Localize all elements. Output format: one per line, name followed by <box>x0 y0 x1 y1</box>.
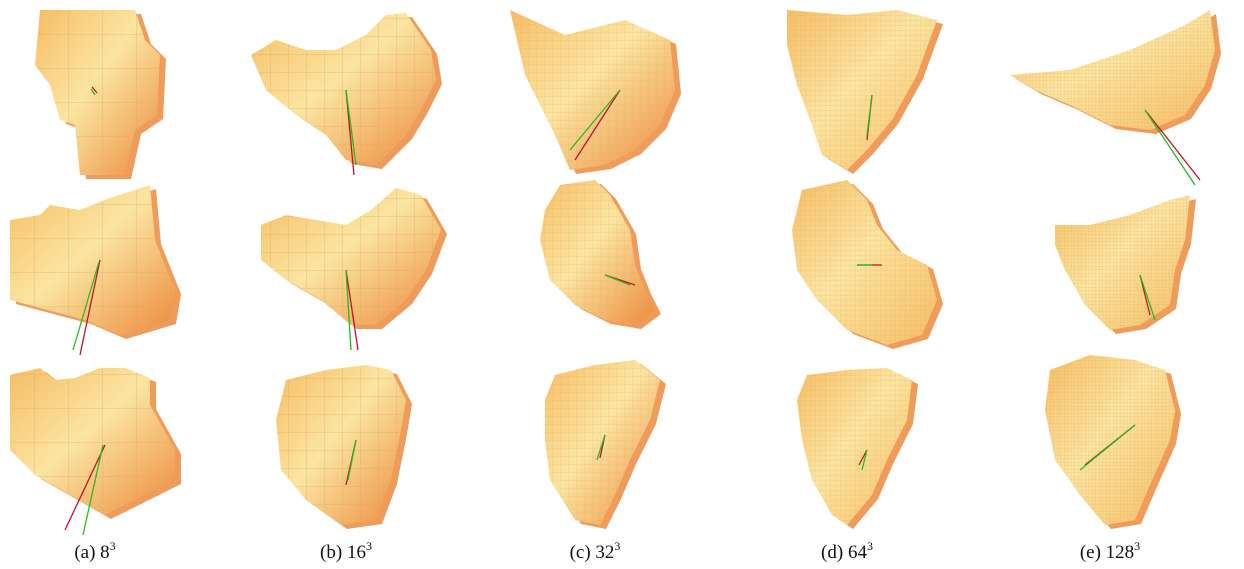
red-vector <box>64 444 106 531</box>
caption-a: (a) 83 <box>74 539 116 563</box>
panel-grid <box>10 10 1221 536</box>
voxel-panel-128-row-2 <box>1055 195 1196 334</box>
red-vector <box>91 86 98 94</box>
voxel-panel-16-row-3 <box>276 365 412 529</box>
caption-e: (e) 1283 <box>1079 539 1141 563</box>
voxel-panel-64-row-3 <box>797 368 918 529</box>
voxel-panel-8-row-2 <box>10 185 181 356</box>
red-vector <box>574 89 621 161</box>
green-vector <box>345 269 352 351</box>
green-vector <box>1144 109 1196 186</box>
green-vector <box>1079 424 1136 471</box>
voxel-panel-32-row-3 <box>545 360 666 529</box>
voxel-panel-32-row-1 <box>510 10 681 174</box>
voxel-panel-64-row-1 <box>787 10 943 174</box>
voxel-grid <box>276 365 406 525</box>
green-vector <box>1139 274 1156 321</box>
voxel-grid <box>540 180 655 325</box>
green-vector <box>347 439 357 481</box>
caption-c: (c) 323 <box>569 539 621 563</box>
voxel-grid <box>35 10 160 175</box>
red-vector <box>1144 109 1201 181</box>
red-vector <box>858 449 868 466</box>
voxel-panel-8-row-3 <box>10 368 181 536</box>
voxel-grid <box>10 368 175 515</box>
red-vector <box>79 259 101 356</box>
voxel-grid <box>261 188 441 325</box>
voxel-panel-32-row-2 <box>540 180 661 329</box>
green-vector <box>861 449 868 471</box>
voxel-grid <box>1010 10 1215 130</box>
voxel-grid <box>510 10 675 170</box>
voxel-grid <box>1055 195 1190 330</box>
voxel-panel-128-row-1 <box>1010 10 1221 186</box>
green-vector <box>72 261 100 351</box>
caption-b: (b) 163 <box>320 539 372 563</box>
voxel-grid <box>797 368 912 525</box>
voxel-panel-16-row-1 <box>251 13 442 176</box>
green-vector <box>604 274 631 286</box>
voxel-grid <box>251 13 436 165</box>
green-vector <box>569 89 621 151</box>
green-vector <box>345 89 357 166</box>
green-vector <box>866 94 873 136</box>
voxel-grid <box>1045 355 1175 525</box>
voxel-grid <box>787 10 937 170</box>
voxel-panel-128-row-3 <box>1045 355 1181 529</box>
voxel-panel-64-row-2 <box>792 180 943 349</box>
voxel-grid <box>792 180 937 345</box>
green-vector <box>82 444 104 536</box>
green-vector <box>596 434 606 461</box>
voxel-panel-8-row-1 <box>35 10 166 179</box>
voxel-panel-16-row-2 <box>261 188 447 351</box>
voxel-grid <box>10 185 175 335</box>
caption-d: (d) 643 <box>821 539 873 563</box>
green-vector <box>90 88 96 96</box>
red-vector <box>345 269 359 351</box>
